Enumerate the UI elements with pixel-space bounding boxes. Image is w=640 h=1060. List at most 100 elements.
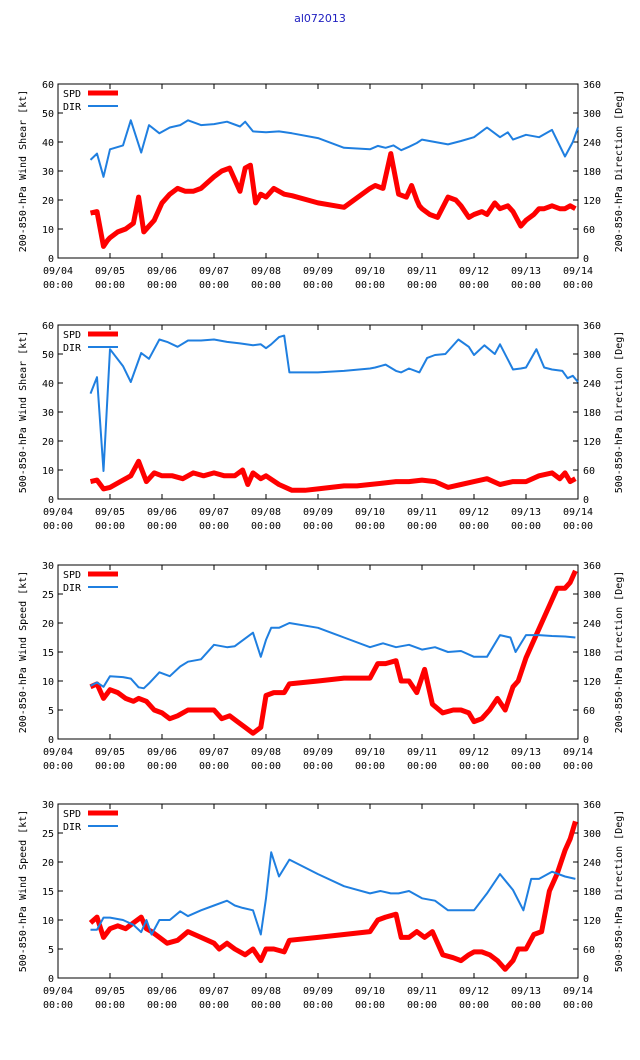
right-tick-label: 300	[583, 350, 601, 361]
right-tick-label: 0	[583, 974, 589, 985]
right-tick-label: 60	[583, 945, 595, 956]
x-tick-time: 00:00	[303, 1000, 333, 1011]
legend-label-spd: SPD	[63, 570, 81, 581]
left-tick-label: 10	[42, 677, 54, 688]
plot-frame-4	[57, 803, 579, 979]
right-tick-label: 360	[583, 561, 601, 572]
left-tick-label: 60	[42, 80, 54, 91]
x-tick-date: 09/13	[511, 266, 541, 277]
right-tick-label: 60	[583, 466, 595, 477]
left-tick-label: 25	[42, 829, 54, 840]
left-tick-label: 10	[42, 466, 54, 477]
legend-label-spd: SPD	[63, 809, 81, 820]
x-tick-date: 09/09	[303, 747, 333, 758]
x-tick-date: 09/05	[95, 507, 125, 518]
x-tick-time: 00:00	[95, 761, 125, 772]
x-tick-time: 00:00	[511, 521, 541, 532]
left-tick-label: 10	[42, 225, 54, 236]
x-tick-time: 00:00	[407, 1000, 437, 1011]
x-tick-time: 00:00	[355, 1000, 385, 1011]
legend-label-spd: SPD	[63, 89, 81, 100]
right-tick-label: 180	[583, 408, 601, 419]
x-tick-date: 09/05	[95, 747, 125, 758]
series-line-spd	[89, 151, 577, 249]
y-axis-label-right: 200-850-hPa Direction [Deg]	[614, 90, 625, 253]
series-line-spd	[89, 569, 578, 736]
x-tick-time: 00:00	[251, 1000, 281, 1011]
x-tick-date: 09/12	[459, 266, 489, 277]
legend-label-spd: SPD	[63, 330, 81, 341]
right-tick-label: 300	[583, 109, 601, 120]
legend-label-dir: DIR	[63, 822, 82, 833]
x-tick-date: 09/10	[355, 986, 385, 997]
left-tick-label: 50	[42, 109, 54, 120]
x-tick-time: 00:00	[95, 280, 125, 291]
page-title: al072013	[294, 12, 346, 25]
x-tick-time: 00:00	[147, 761, 177, 772]
left-tick-label: 15	[42, 887, 54, 898]
y-axis-label-left: 500-850-hPa Wind Shear [kt]	[18, 331, 29, 494]
left-tick-label: 20	[42, 437, 54, 448]
x-tick-date: 09/06	[147, 266, 177, 277]
x-tick-time: 00:00	[43, 521, 73, 532]
plot-frame-1	[57, 83, 579, 259]
left-tick-label: 10	[42, 916, 54, 927]
left-tick-label: 30	[42, 800, 54, 811]
x-tick-date: 09/05	[95, 266, 125, 277]
x-tick-time: 00:00	[355, 521, 385, 532]
x-tick-time: 00:00	[199, 280, 229, 291]
x-tick-time: 00:00	[147, 1000, 177, 1011]
series-line-dir	[89, 334, 579, 472]
right-tick-label: 180	[583, 648, 601, 659]
x-tick-time: 00:00	[199, 521, 229, 532]
legend-label-dir: DIR	[63, 583, 82, 594]
right-tick-label: 300	[583, 829, 601, 840]
x-tick-date: 09/14	[563, 747, 593, 758]
x-tick-date: 09/04	[43, 266, 73, 277]
x-tick-date: 09/10	[355, 747, 385, 758]
y-axis-label-left: 200-850-hPa Wind Speed [kt]	[18, 571, 29, 734]
series-line-spd	[88, 820, 578, 972]
x-tick-time: 00:00	[95, 1000, 125, 1011]
right-tick-label: 300	[583, 590, 601, 601]
right-tick-label: 120	[583, 916, 601, 927]
x-tick-date: 09/04	[43, 986, 73, 997]
right-tick-label: 360	[583, 800, 601, 811]
x-tick-date: 09/04	[43, 747, 73, 758]
left-tick-label: 15	[42, 648, 54, 659]
x-tick-time: 00:00	[43, 761, 73, 772]
left-tick-label: 30	[42, 561, 54, 572]
left-tick-label: 40	[42, 379, 54, 390]
right-tick-label: 0	[583, 254, 589, 265]
x-tick-date: 09/12	[459, 507, 489, 518]
x-tick-time: 00:00	[147, 280, 177, 291]
left-tick-label: 30	[42, 408, 54, 419]
right-tick-label: 120	[583, 196, 601, 207]
right-tick-label: 120	[583, 437, 601, 448]
x-tick-date: 09/08	[251, 266, 281, 277]
left-tick-label: 20	[42, 196, 54, 207]
x-tick-time: 00:00	[459, 761, 489, 772]
x-tick-time: 00:00	[511, 761, 541, 772]
right-tick-label: 360	[583, 321, 601, 332]
x-tick-date: 09/14	[563, 266, 593, 277]
series-line-dir	[90, 851, 576, 936]
x-tick-date: 09/09	[303, 266, 333, 277]
left-tick-label: 0	[48, 254, 54, 265]
x-tick-time: 00:00	[407, 761, 437, 772]
x-tick-date: 09/12	[459, 986, 489, 997]
x-tick-time: 00:00	[199, 1000, 229, 1011]
x-tick-time: 00:00	[563, 761, 593, 772]
right-tick-label: 0	[583, 495, 589, 506]
x-tick-time: 00:00	[407, 280, 437, 291]
x-tick-date: 09/11	[407, 266, 437, 277]
x-tick-date: 09/14	[563, 986, 593, 997]
x-tick-time: 00:00	[355, 761, 385, 772]
left-tick-label: 40	[42, 138, 54, 149]
x-tick-time: 00:00	[303, 761, 333, 772]
right-tick-label: 60	[583, 706, 595, 717]
x-tick-date: 09/14	[563, 507, 593, 518]
left-tick-label: 30	[42, 167, 54, 178]
left-tick-label: 0	[48, 974, 54, 985]
